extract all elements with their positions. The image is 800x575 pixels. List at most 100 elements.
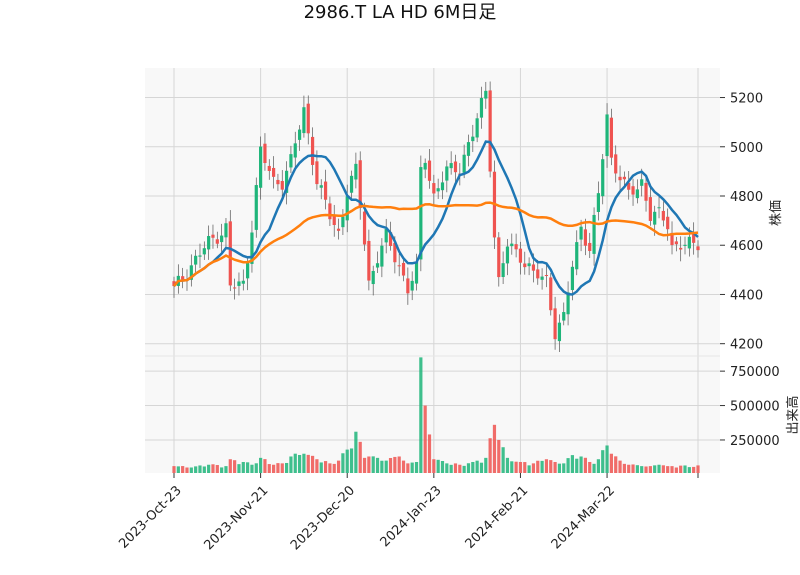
candle-body: [497, 237, 501, 278]
volume-bar: [181, 466, 185, 473]
volume-bar: [185, 467, 189, 473]
candle-body: [445, 166, 449, 181]
candle-body: [648, 197, 652, 221]
volume-bar: [228, 459, 232, 473]
candle-body: [388, 232, 393, 247]
volume-bar: [233, 460, 237, 473]
volume-bar: [696, 465, 700, 473]
candle-body: [302, 107, 306, 134]
candle-body: [640, 179, 644, 186]
candle-body: [349, 175, 354, 193]
volume-bar: [332, 463, 336, 473]
volume-bar: [414, 461, 419, 473]
candle-body: [596, 193, 600, 212]
volume-bar: [510, 461, 514, 473]
candle-body: [414, 262, 419, 284]
volume-bar: [449, 464, 453, 473]
volume-bar: [211, 464, 215, 473]
volume-bar: [618, 460, 622, 473]
candle-body: [393, 242, 397, 263]
candle-body: [661, 210, 665, 221]
candle-body: [345, 196, 349, 221]
candle-body: [453, 161, 458, 173]
candle-body: [670, 232, 674, 246]
volume-bar: [272, 464, 276, 473]
volume-bar: [393, 456, 397, 473]
candle-body: [583, 229, 588, 246]
candle-body: [181, 276, 185, 280]
candle-body: [531, 264, 536, 271]
candle-body: [557, 322, 562, 342]
volume-axis-label: 出来高: [785, 395, 800, 434]
candle-body: [215, 239, 219, 244]
candle-body: [462, 154, 466, 173]
candle-body: [622, 176, 626, 180]
volume-bar: [501, 447, 505, 473]
volume-bar: [362, 457, 367, 473]
candle-body: [475, 118, 479, 138]
candle-body: [367, 240, 371, 281]
volume-bars: [172, 357, 700, 473]
volume-bar: [692, 466, 696, 473]
candle-body: [323, 181, 328, 200]
candle-body: [254, 185, 258, 230]
candle-body: [536, 269, 540, 279]
volume-bar: [241, 461, 245, 473]
candle-body: [631, 186, 635, 195]
candle-body: [272, 167, 276, 177]
candle-body: [440, 182, 445, 191]
candle-body: [449, 163, 453, 169]
candle-body: [605, 114, 609, 157]
volume-bar: [588, 461, 592, 473]
volume-bar: [640, 466, 644, 473]
candle-body: [570, 266, 575, 291]
price-tick-label: 4200: [730, 338, 763, 353]
volume-bar: [687, 467, 691, 473]
candle-body: [644, 182, 648, 201]
candle-body: [510, 243, 514, 247]
volume-bar: [172, 466, 176, 473]
x-tick-label: 2024-Jan-23: [378, 483, 445, 550]
candle-body: [228, 221, 232, 286]
candle-body: [427, 160, 432, 181]
volume-bar: [319, 462, 323, 473]
volume-bar: [224, 466, 228, 473]
volume-bar: [497, 439, 501, 473]
candle-body: [518, 248, 523, 263]
candle-body: [332, 215, 336, 226]
volume-bar: [518, 461, 523, 473]
candle-body: [657, 207, 661, 209]
candle-body: [319, 185, 323, 188]
x-tick-label: 2023-Nov-21: [201, 483, 271, 553]
candle-body: [609, 117, 613, 158]
volume-bar: [388, 458, 393, 473]
candle-body: [250, 232, 254, 264]
candle-body: [358, 160, 362, 209]
candle-body: [575, 242, 579, 270]
volume-bar: [627, 464, 631, 473]
price-tick-label: 5000: [730, 141, 763, 156]
volume-bar: [440, 461, 445, 473]
volume-bar: [284, 462, 289, 473]
candle-body: [362, 211, 367, 245]
volume-bar: [432, 459, 436, 473]
candle-body: [501, 263, 505, 278]
candle-body: [488, 90, 492, 172]
candle-body: [375, 263, 380, 268]
volume-bar: [367, 456, 371, 473]
volume-bar: [293, 453, 297, 473]
candle-body: [211, 234, 215, 238]
price-tick-label: 4800: [730, 190, 763, 205]
volume-bar: [466, 463, 471, 473]
candle-body: [406, 278, 410, 294]
candle-body: [527, 263, 531, 267]
volume-bar: [302, 453, 306, 473]
volume-bar: [601, 450, 605, 473]
candle-body: [679, 247, 683, 250]
candle-body: [566, 292, 570, 315]
candle-body: [280, 181, 284, 190]
price-axis-label: 株価: [769, 200, 784, 226]
candle-body: [514, 244, 518, 250]
volume-bar: [575, 458, 579, 473]
